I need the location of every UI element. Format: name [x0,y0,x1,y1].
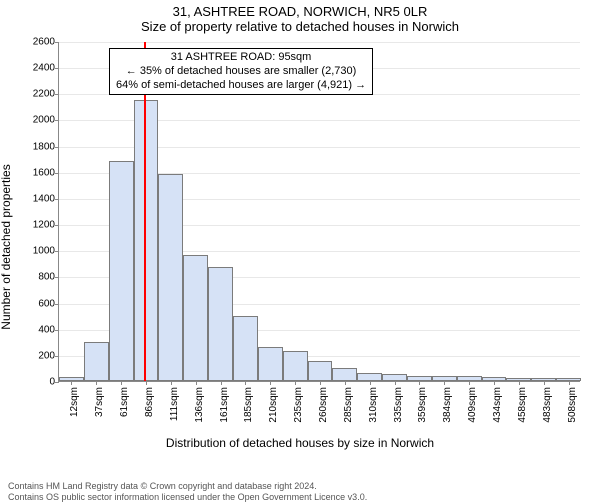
y-tick-label: 1200 [33,220,59,231]
x-tick-label: 260sqm [318,387,329,423]
histogram-bar [283,351,308,381]
x-tick-label: 409sqm [467,387,478,423]
histogram-bar [158,174,183,381]
histogram-bar [134,100,159,381]
y-tick-label: 2600 [33,37,59,48]
x-tick-mark [345,381,346,385]
plot-area: 0200400600800100012001400160018002000220… [58,42,580,382]
histogram-bar [357,373,382,381]
y-tick-label: 1000 [33,246,59,257]
annotation-line-2: ← 35% of detached houses are smaller (2,… [116,65,366,79]
x-tick-label: 508sqm [567,387,578,423]
y-tick-label: 600 [38,298,59,309]
x-tick-mark [270,381,271,385]
x-tick-label: 185sqm [243,387,254,423]
x-tick-label: 285sqm [343,387,354,423]
x-tick-label: 12sqm [69,387,80,417]
x-tick-label: 458sqm [517,387,528,423]
histogram-bar [233,316,258,381]
y-axis-label: Number of detached properties [0,164,13,329]
x-tick-mark [171,381,172,385]
x-tick-mark [221,381,222,385]
x-tick-label: 434sqm [492,387,503,423]
x-tick-mark [121,381,122,385]
x-tick-mark [469,381,470,385]
y-tick-label: 400 [38,324,59,335]
x-tick-mark [370,381,371,385]
y-tick-label: 1600 [33,167,59,178]
histogram-bar [183,255,208,381]
histogram-bar [208,267,233,381]
x-tick-label: 161sqm [219,387,230,423]
x-tick-mark [569,381,570,385]
x-tick-mark [395,381,396,385]
x-tick-label: 210sqm [268,387,279,423]
chart-container: Number of detached properties 0200400600… [0,42,600,452]
annotation-box: 31 ASHTREE ROAD: 95sqm ← 35% of detached… [109,48,373,95]
x-tick-label: 136sqm [194,387,205,423]
x-tick-mark [196,381,197,385]
y-tick-label: 800 [38,272,59,283]
footer-line-1: Contains HM Land Registry data © Crown c… [8,481,367,491]
annotation-line-3: 64% of semi-detached houses are larger (… [116,79,366,93]
x-tick-label: 335sqm [393,387,404,423]
page-subtitle: Size of property relative to detached ho… [0,19,600,34]
y-tick-label: 0 [49,377,59,388]
histogram-bar [84,342,109,381]
x-tick-label: 37sqm [94,387,105,417]
x-tick-mark [96,381,97,385]
page-address: 31, ASHTREE ROAD, NORWICH, NR5 0LR [0,4,600,19]
y-tick-label: 200 [38,350,59,361]
y-tick-label: 2200 [33,89,59,100]
x-tick-mark [419,381,420,385]
x-tick-label: 235sqm [293,387,304,423]
x-tick-mark [544,381,545,385]
footer-line-2: Contains OS public sector information li… [8,492,367,502]
x-tick-mark [146,381,147,385]
x-tick-mark [71,381,72,385]
gridline [59,42,580,43]
y-tick-label: 2400 [33,63,59,74]
x-tick-label: 61sqm [119,387,130,417]
x-tick-label: 359sqm [417,387,428,423]
histogram-bar [308,361,333,381]
x-tick-mark [295,381,296,385]
histogram-bar [332,368,357,381]
y-tick-label: 2000 [33,115,59,126]
x-tick-mark [444,381,445,385]
histogram-bar [258,347,283,381]
x-tick-mark [320,381,321,385]
histogram-bar [109,161,134,381]
x-tick-label: 384sqm [442,387,453,423]
x-tick-label: 483sqm [542,387,553,423]
x-tick-label: 310sqm [368,387,379,423]
x-tick-label: 111sqm [169,387,180,421]
footer: Contains HM Land Registry data © Crown c… [8,481,367,502]
x-tick-mark [494,381,495,385]
x-axis-label: Distribution of detached houses by size … [0,436,600,450]
x-tick-label: 86sqm [144,387,155,417]
y-tick-label: 1400 [33,193,59,204]
x-tick-mark [519,381,520,385]
annotation-line-1: 31 ASHTREE ROAD: 95sqm [116,51,366,65]
y-tick-label: 1800 [33,141,59,152]
x-tick-mark [245,381,246,385]
